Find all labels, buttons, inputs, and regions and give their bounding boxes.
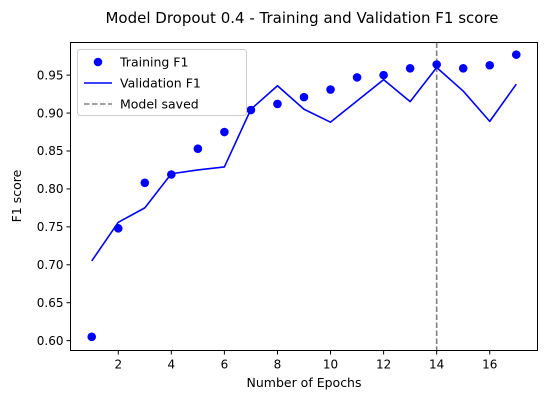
training-f1-point (432, 60, 441, 69)
legend: Training F1 Validation F1 Model saved (77, 49, 247, 116)
x-tick-label: 6 (221, 358, 229, 372)
x-axis-label: Number of Epochs (247, 375, 362, 390)
x-tick-label: 10 (323, 358, 338, 372)
legend-label-model-saved: Model saved (120, 97, 199, 112)
x-axis-ticks: 2 4 6 8 10 12 14 16 (114, 350, 497, 372)
training-f1-point (326, 85, 335, 94)
x-tick-label: 4 (168, 358, 176, 372)
legend-marker-training (93, 57, 103, 67)
training-f1-point (458, 63, 468, 73)
plot-frame (70, 42, 538, 351)
y-tick-label: 0.65 (37, 296, 64, 310)
training-f1-point (485, 60, 495, 70)
y-axis-label: F1 score (9, 169, 24, 222)
y-tick-label: 0.95 (37, 68, 64, 82)
y-tick-label: 0.60 (37, 334, 64, 348)
y-tick-label: 0.85 (37, 144, 64, 158)
x-tick-label: 16 (482, 358, 497, 372)
training-f1-point (87, 332, 97, 342)
training-f1-point (352, 73, 362, 82)
training-f1-point (140, 178, 150, 188)
x-tick-label: 14 (429, 358, 444, 372)
training-f1-point (299, 92, 309, 102)
legend-label-training: Training F1 (119, 55, 188, 70)
y-tick-label: 0.80 (37, 182, 64, 196)
plot-area (87, 42, 521, 351)
legend-box (77, 49, 247, 116)
validation-f1-line (91, 66, 517, 262)
training-f1-point (273, 99, 282, 109)
y-tick-label: 0.75 (37, 220, 64, 234)
training-f1-point (511, 50, 521, 59)
training-f1-point (220, 127, 229, 137)
training-f1-point (379, 70, 388, 80)
y-tick-label: 0.70 (37, 258, 64, 272)
y-tick-label: 0.90 (37, 106, 64, 120)
y-axis-ticks: 0.60 0.65 0.70 0.75 0.80 0.85 0.90 0.95 (37, 68, 71, 348)
legend-label-validation: Validation F1 (120, 76, 201, 91)
x-tick-label: 12 (376, 358, 391, 372)
training-f1-point (193, 144, 203, 154)
chart-title: Model Dropout 0.4 - Training and Validat… (105, 9, 498, 27)
training-f1-point (405, 63, 415, 73)
x-tick-label: 8 (274, 358, 282, 372)
x-tick-label: 2 (114, 358, 122, 372)
